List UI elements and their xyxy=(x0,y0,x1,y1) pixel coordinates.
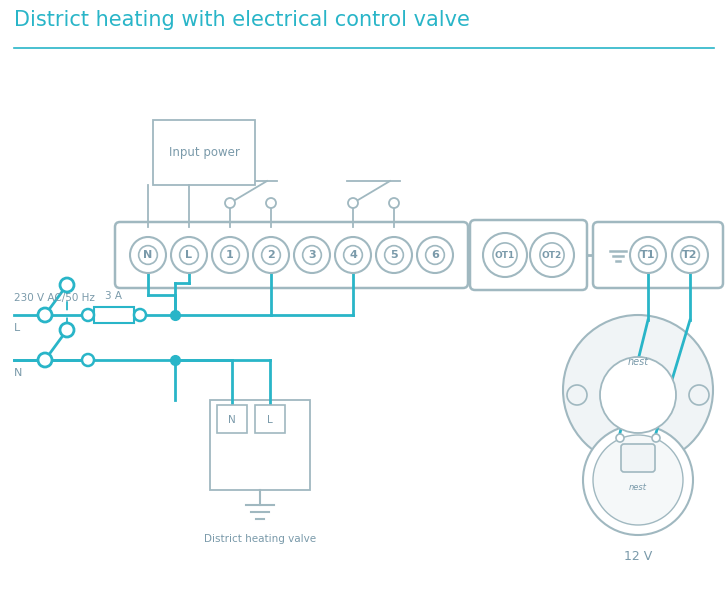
Text: T2: T2 xyxy=(682,250,697,260)
FancyBboxPatch shape xyxy=(115,222,468,288)
FancyBboxPatch shape xyxy=(210,400,310,490)
Circle shape xyxy=(583,425,693,535)
Text: 1: 1 xyxy=(226,250,234,260)
Circle shape xyxy=(82,354,94,366)
Text: L: L xyxy=(267,415,273,425)
Text: N: N xyxy=(143,250,153,260)
Text: nest: nest xyxy=(629,484,647,492)
Text: Input power: Input power xyxy=(169,146,240,159)
Circle shape xyxy=(253,237,289,273)
Circle shape xyxy=(376,237,412,273)
Text: 2: 2 xyxy=(267,250,275,260)
Circle shape xyxy=(348,198,358,208)
Text: nest: nest xyxy=(628,357,649,367)
Circle shape xyxy=(344,246,363,264)
Circle shape xyxy=(493,243,517,267)
Circle shape xyxy=(530,233,574,277)
Circle shape xyxy=(138,246,157,264)
Circle shape xyxy=(134,309,146,321)
Circle shape xyxy=(689,385,709,405)
Text: 5: 5 xyxy=(390,250,397,260)
Circle shape xyxy=(38,308,52,322)
FancyBboxPatch shape xyxy=(94,307,134,323)
Circle shape xyxy=(171,237,207,273)
FancyBboxPatch shape xyxy=(621,444,655,472)
Circle shape xyxy=(540,243,564,267)
Circle shape xyxy=(294,237,330,273)
Circle shape xyxy=(563,315,713,465)
Circle shape xyxy=(82,309,94,321)
Circle shape xyxy=(600,357,676,433)
Circle shape xyxy=(261,246,280,264)
FancyBboxPatch shape xyxy=(593,222,723,288)
Circle shape xyxy=(212,237,248,273)
Text: District heating valve: District heating valve xyxy=(204,534,316,544)
Text: 3 A: 3 A xyxy=(106,291,122,301)
Circle shape xyxy=(60,278,74,292)
Text: N: N xyxy=(228,415,236,425)
Circle shape xyxy=(335,237,371,273)
FancyBboxPatch shape xyxy=(470,220,587,290)
Text: 6: 6 xyxy=(431,250,439,260)
Circle shape xyxy=(221,246,240,264)
Circle shape xyxy=(225,198,235,208)
Circle shape xyxy=(303,246,321,264)
Circle shape xyxy=(60,323,74,337)
Text: 4: 4 xyxy=(349,250,357,260)
Text: OT2: OT2 xyxy=(542,251,562,260)
Circle shape xyxy=(681,246,700,264)
Circle shape xyxy=(672,237,708,273)
Text: L: L xyxy=(14,323,20,333)
Text: OT1: OT1 xyxy=(495,251,515,260)
Circle shape xyxy=(180,246,198,264)
Text: L: L xyxy=(186,250,192,260)
Circle shape xyxy=(630,237,666,273)
Text: 3: 3 xyxy=(308,250,316,260)
Circle shape xyxy=(483,233,527,277)
Text: District heating with electrical control valve: District heating with electrical control… xyxy=(14,10,470,30)
Circle shape xyxy=(638,246,657,264)
FancyBboxPatch shape xyxy=(153,120,255,185)
Text: 12 V: 12 V xyxy=(624,550,652,563)
Circle shape xyxy=(417,237,453,273)
Circle shape xyxy=(266,198,276,208)
FancyBboxPatch shape xyxy=(255,405,285,433)
Circle shape xyxy=(567,385,587,405)
Circle shape xyxy=(130,237,166,273)
Circle shape xyxy=(593,435,683,525)
Circle shape xyxy=(389,198,399,208)
Circle shape xyxy=(652,434,660,442)
FancyBboxPatch shape xyxy=(217,405,247,433)
Circle shape xyxy=(384,246,403,264)
Circle shape xyxy=(38,353,52,367)
Circle shape xyxy=(426,246,444,264)
Text: T1: T1 xyxy=(640,250,656,260)
Text: 230 V AC/50 Hz: 230 V AC/50 Hz xyxy=(14,293,95,303)
Circle shape xyxy=(616,434,624,442)
Text: N: N xyxy=(14,368,23,378)
